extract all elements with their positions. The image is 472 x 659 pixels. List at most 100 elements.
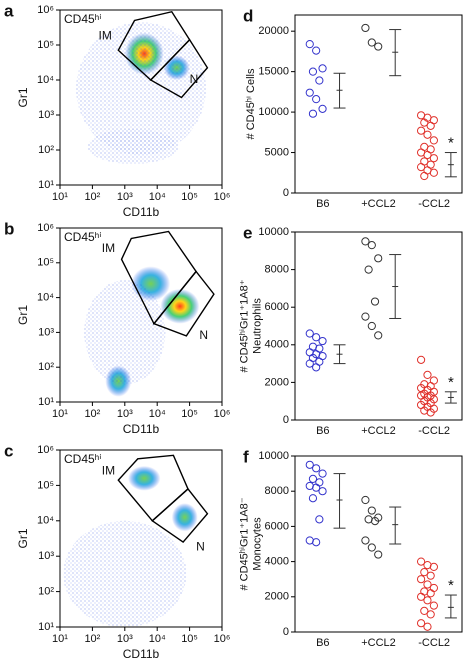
dot xyxy=(305,359,314,368)
dot xyxy=(367,241,376,250)
dot xyxy=(312,464,321,473)
y-tick-label: 5000 xyxy=(265,146,289,158)
y-tick-label: 0 xyxy=(283,414,289,426)
y-tick-label: 10⁶ xyxy=(37,444,54,456)
density-cloud xyxy=(171,503,198,532)
y-axis-label: Gr1 xyxy=(16,305,30,325)
dot xyxy=(308,109,318,118)
x-tick-label: 10³ xyxy=(117,633,133,645)
dot xyxy=(423,130,432,139)
x-tick-label: 10¹ xyxy=(52,191,68,203)
dot xyxy=(312,333,321,342)
y-tick-label: 10000 xyxy=(258,226,289,238)
y-tick-label: 15000 xyxy=(258,66,289,78)
gate-label: IM xyxy=(98,28,111,42)
y-tick-label: 10¹ xyxy=(38,396,54,408)
dot xyxy=(416,355,426,364)
y-tick-label: 10⁶ xyxy=(37,4,54,16)
plot-frame xyxy=(294,231,463,421)
density-cloud xyxy=(76,22,206,156)
plot-title: CD45ʰⁱ xyxy=(64,452,101,466)
panel-letter: b xyxy=(4,219,14,238)
dot xyxy=(308,67,318,76)
dot xyxy=(416,619,426,628)
panel-letter: a xyxy=(4,1,14,20)
panel-letter: e xyxy=(243,223,252,242)
dot xyxy=(416,557,426,566)
x-axis-label: CD11b xyxy=(123,422,160,436)
dot xyxy=(426,589,435,598)
x-axis-label: CD11b xyxy=(123,647,160,659)
plot-title: CD45ʰⁱ xyxy=(64,230,101,244)
x-tick-label: 10¹ xyxy=(52,408,68,420)
dot xyxy=(367,38,376,47)
dot xyxy=(426,571,435,580)
y-tick-label: 10⁴ xyxy=(37,74,54,86)
panel-letter: d xyxy=(243,6,253,25)
x-tick-label: B6 xyxy=(316,198,329,210)
x-tick-label: 10⁴ xyxy=(149,191,166,203)
y-tick-label: 10⁴ xyxy=(37,515,54,527)
gate-label: IM xyxy=(102,241,115,255)
dot xyxy=(305,40,314,49)
dot xyxy=(423,150,432,160)
y-tick-label: 0 xyxy=(283,187,289,199)
x-tick-label: 10² xyxy=(84,408,100,420)
dot xyxy=(420,568,429,577)
significance: * xyxy=(448,374,454,391)
dot xyxy=(364,265,373,274)
gate-label: N xyxy=(199,328,208,342)
y-tick-label: 2000 xyxy=(265,591,289,603)
dot xyxy=(429,601,438,610)
dot xyxy=(312,363,321,372)
dot xyxy=(374,254,383,263)
gate xyxy=(117,10,191,81)
dot xyxy=(318,336,327,346)
dot xyxy=(416,163,426,172)
x-tick-label: 10¹ xyxy=(52,633,68,645)
y-tick-label: 2000 xyxy=(265,376,289,388)
dot xyxy=(416,592,426,601)
x-tick-label: +CCL2 xyxy=(361,637,396,649)
y-tick-label: 10¹ xyxy=(38,179,54,191)
dot xyxy=(420,171,429,181)
dot xyxy=(367,506,376,515)
significance: * xyxy=(448,577,454,594)
dot xyxy=(420,118,429,127)
dot xyxy=(315,76,324,85)
dot xyxy=(361,536,370,545)
dot xyxy=(318,487,327,496)
x-tick-label: -CCL2 xyxy=(418,198,450,210)
y-tick-label: 4000 xyxy=(265,556,289,568)
x-tick-label: +CCL2 xyxy=(361,425,396,437)
y-tick-label: 10000 xyxy=(258,450,289,462)
gate xyxy=(151,487,209,543)
gate xyxy=(120,230,197,325)
density-cloud xyxy=(63,520,187,628)
y-tick-label: 10⁴ xyxy=(37,292,54,304)
gate xyxy=(149,38,209,99)
y-tick-label: 8000 xyxy=(265,485,289,497)
dot xyxy=(423,370,432,379)
dot xyxy=(312,46,321,55)
dot xyxy=(312,95,321,104)
dot xyxy=(420,606,429,615)
x-tick-label: 10⁵ xyxy=(181,408,198,420)
dot xyxy=(370,517,380,526)
dot xyxy=(429,168,438,177)
y-tick-label: 10² xyxy=(38,144,54,156)
dot xyxy=(426,121,435,130)
dot xyxy=(429,583,438,593)
dot xyxy=(374,331,383,340)
x-tick-label: B6 xyxy=(316,425,329,437)
gate xyxy=(117,454,189,522)
dot xyxy=(308,494,318,503)
y-tick-label: 20000 xyxy=(258,25,289,37)
density-cloud xyxy=(160,288,200,324)
panel-letter: f xyxy=(243,447,249,466)
y-tick-label: 10⁶ xyxy=(37,222,54,234)
x-tick-label: -CCL2 xyxy=(418,637,450,649)
x-tick-label: 10³ xyxy=(117,408,133,420)
x-tick-label: -CCL2 xyxy=(418,425,450,437)
dot xyxy=(312,483,321,492)
